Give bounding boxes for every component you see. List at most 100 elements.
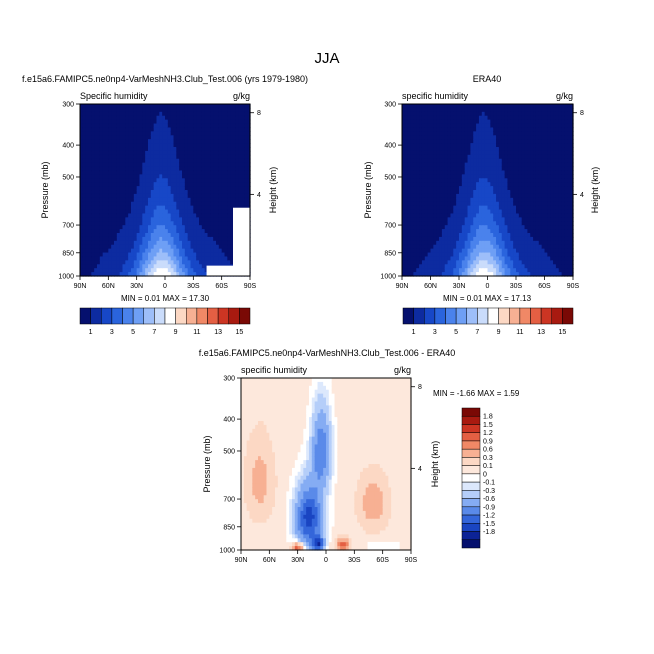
heatmap-cell	[427, 205, 432, 211]
heatmap-cell	[518, 217, 523, 222]
heatmap-cell	[145, 197, 149, 203]
heatmap-cell	[187, 225, 192, 230]
heatmap-cell	[145, 150, 149, 156]
colorbar-swatch	[186, 307, 198, 325]
heatmap-cell	[122, 111, 126, 117]
heatmap-cell	[125, 158, 129, 164]
heatmap-cell	[105, 225, 109, 230]
heatmap-cell	[521, 131, 526, 136]
heatmap-cell	[416, 221, 420, 226]
heatmap-cell	[145, 233, 149, 238]
heatmap-cell	[108, 104, 112, 109]
heatmap-cell	[441, 104, 446, 109]
heatmap-cell	[436, 115, 440, 121]
heatmap-cell	[518, 178, 523, 183]
heatmap-cell	[427, 182, 432, 187]
heatmap-cell	[114, 256, 118, 261]
heatmap-cell	[456, 150, 460, 156]
heatmap-cell	[210, 217, 214, 222]
heatmap-cell	[467, 104, 471, 109]
heatmap-cell	[461, 260, 466, 265]
x-tick-label: 60N	[102, 283, 115, 290]
heatmap-cell	[187, 174, 192, 179]
heatmap-cell	[402, 213, 406, 218]
heatmap-cell	[167, 190, 172, 195]
heatmap-cell	[484, 166, 489, 172]
heatmap-cell	[478, 240, 483, 246]
heatmap-cell	[102, 147, 107, 152]
heatmap-cell	[80, 123, 84, 129]
heatmap-cell	[102, 217, 107, 222]
heatmap-cell	[116, 240, 121, 246]
heatmap-cell	[501, 229, 506, 234]
heatmap-cell	[450, 154, 454, 160]
heatmap-cell	[453, 178, 457, 183]
heatmap-cell	[145, 107, 149, 113]
heatmap-cell	[487, 104, 491, 109]
heatmap-cell	[196, 213, 200, 218]
heatmap-cell	[91, 158, 95, 164]
heatmap-cell	[247, 107, 251, 113]
heatmap-cell	[82, 186, 87, 191]
heatmap-cell	[230, 186, 234, 191]
heatmap-cell	[459, 131, 463, 136]
heatmap-cell	[230, 135, 234, 140]
heatmap-cell	[133, 104, 138, 109]
heatmap-cell	[430, 197, 434, 203]
heatmap-cell	[473, 205, 477, 211]
heatmap-cell	[524, 135, 528, 140]
heatmap-cell	[97, 244, 101, 250]
heatmap-cell	[247, 127, 251, 132]
heatmap-cell	[97, 205, 101, 211]
heatmap-cell	[473, 244, 477, 250]
heatmap-cell	[470, 205, 474, 211]
heatmap-cell	[111, 119, 115, 125]
heatmap-cell	[453, 272, 457, 277]
heatmap-cell	[476, 233, 480, 238]
heatmap-cell	[430, 119, 434, 125]
heatmap-cell	[416, 248, 420, 254]
heatmap-cell	[199, 190, 203, 195]
heatmap-cell	[125, 123, 129, 129]
heatmap-cell	[241, 115, 245, 121]
heatmap-cell	[478, 182, 483, 187]
heatmap-cell	[402, 166, 406, 172]
heatmap-cell	[88, 256, 92, 261]
heatmap-cell	[85, 272, 90, 277]
heatmap-cell	[230, 233, 234, 238]
heatmap-cell	[484, 174, 489, 179]
heatmap-cell	[159, 107, 163, 113]
heatmap-cell	[131, 170, 135, 175]
heatmap-cell	[464, 264, 469, 269]
heatmap-cell	[487, 260, 491, 265]
heatmap-cell	[541, 260, 546, 265]
heatmap-cell	[167, 135, 172, 140]
heatmap-cell	[148, 236, 152, 242]
heatmap-cell	[213, 213, 217, 218]
heatmap-cell	[453, 229, 457, 234]
heatmap-cell	[88, 150, 92, 156]
heatmap-cell	[102, 244, 107, 250]
heatmap-cell	[493, 244, 497, 250]
heatmap-cell	[407, 178, 412, 183]
heatmap-cell	[436, 256, 440, 261]
heatmap-cell	[470, 127, 474, 132]
heatmap-cell	[487, 186, 491, 191]
heatmap-cell	[481, 111, 486, 117]
heatmap-cell	[88, 233, 92, 238]
heatmap-cell	[105, 229, 109, 234]
heatmap-cell	[424, 268, 429, 273]
heatmap-cell	[105, 233, 109, 238]
colorbar: 1 3 5 7 9 11 13 15	[79, 307, 251, 336]
heatmap-cell	[404, 111, 409, 117]
heatmap-cell	[105, 264, 109, 269]
heatmap-cell	[153, 233, 158, 238]
heatmap-cell	[459, 197, 463, 203]
heatmap-cell	[145, 154, 149, 160]
heatmap-cell	[108, 182, 112, 187]
heatmap-cell	[410, 115, 414, 121]
heatmap-cell	[464, 111, 469, 117]
heatmap-cell	[513, 260, 517, 265]
heatmap-cell	[461, 107, 466, 113]
heatmap-cell	[193, 123, 197, 129]
